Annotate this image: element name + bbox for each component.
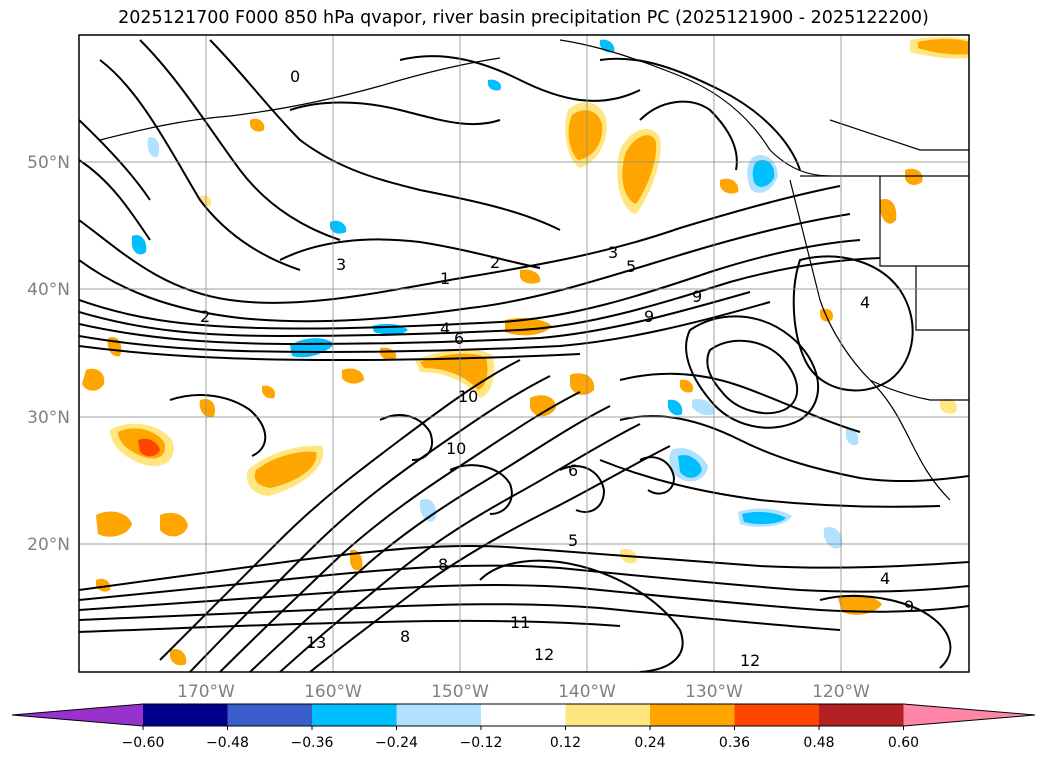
lon-label-130w: 130°W — [685, 682, 743, 702]
lon-label-160w: 160°W — [304, 682, 362, 702]
contour-label: 3 — [336, 255, 346, 274]
contour-label: 2 — [490, 253, 500, 272]
colorbar-tick-label: −0.12 — [460, 735, 503, 751]
qvapor-contours — [79, 39, 969, 672]
longitude-labels: 170°W 160°W 150°W 140°W 130°W 120°W — [177, 682, 870, 702]
lon-label-120w: 120°W — [812, 682, 870, 702]
contour-label: 5 — [568, 531, 578, 550]
contour-label: 12 — [740, 651, 760, 670]
contour-label: 13 — [306, 633, 326, 652]
colorbar-tick-label: −0.24 — [375, 735, 418, 751]
contour-label: 10 — [458, 387, 478, 406]
contour-label: 10 — [446, 439, 466, 458]
colorbar-extend-high — [903, 704, 1035, 726]
contour-label: 5 — [626, 257, 636, 276]
colorbar-bin — [565, 704, 651, 726]
colorbar-tick-label: 0.48 — [803, 735, 834, 751]
contour-label: 6 — [568, 461, 578, 480]
colorbar-bin — [396, 704, 482, 726]
lat-label-30n: 30°N — [27, 408, 70, 428]
latitude-labels: 50°N 40°N 30°N 20°N — [27, 153, 70, 555]
lon-label-150w: 150°W — [431, 682, 489, 702]
map-title: 2025121700 F000 850 hPa qvapor, river ba… — [118, 8, 929, 28]
contour-label: 8 — [400, 627, 410, 646]
colorbar-bin — [819, 704, 904, 726]
lat-label-50n: 50°N — [27, 153, 70, 173]
contour-label: 3 — [608, 243, 618, 262]
contour-label: 9 — [692, 287, 702, 306]
contour-label: 12 — [534, 645, 554, 664]
contour-label: 9 — [904, 597, 914, 616]
lon-label-140w: 140°W — [558, 682, 616, 702]
contour-label: 4 — [880, 569, 890, 588]
contour-label: 9 — [644, 307, 654, 326]
precip-shading — [82, 37, 969, 666]
colorbar-bin — [650, 704, 735, 726]
lon-label-170w: 170°W — [177, 682, 235, 702]
contour-label: 4 — [860, 293, 870, 312]
colorbar-tick-label: −0.48 — [206, 735, 249, 751]
lat-label-20n: 20°N — [27, 535, 70, 555]
colorbar-bin — [143, 704, 228, 726]
colorbar-tick-label: 0.24 — [634, 735, 665, 751]
colorbar-extend-low — [12, 704, 143, 726]
colorbar-bin — [227, 704, 313, 726]
contour-label: 11 — [510, 613, 530, 632]
contour-label: 4 — [440, 319, 450, 338]
coastlines — [99, 39, 969, 501]
contour-label: 2 — [200, 307, 210, 326]
contour-label: 0 — [290, 67, 300, 86]
contour-label: 8 — [438, 555, 448, 574]
colorbar-bin — [312, 704, 397, 726]
lat-label-40n: 40°N — [27, 280, 70, 300]
colorbar-bin — [734, 704, 820, 726]
colorbar: −0.60 −0.48 −0.36 −0.24 −0.12 0.12 0.24 0.36 0.4… — [11, 703, 1036, 751]
colorbar-tick-label: 0.60 — [888, 735, 919, 751]
contour-labels: 0 1 2 2 3 3 4 4 4 5 5 6 6 8 8 9 9 9 10 1… — [200, 67, 914, 670]
colorbar-tick-label: 0.36 — [719, 735, 750, 751]
map-frame — [78, 34, 970, 673]
graticule — [79, 35, 969, 672]
colorbar-bin — [481, 704, 566, 726]
colorbar-tick-label: 0.12 — [550, 735, 581, 751]
colorbar-tick-label: −0.36 — [291, 735, 334, 751]
contour-label: 6 — [454, 329, 464, 348]
contour-label: 1 — [440, 269, 450, 288]
colorbar-tick-label: −0.60 — [122, 735, 165, 751]
